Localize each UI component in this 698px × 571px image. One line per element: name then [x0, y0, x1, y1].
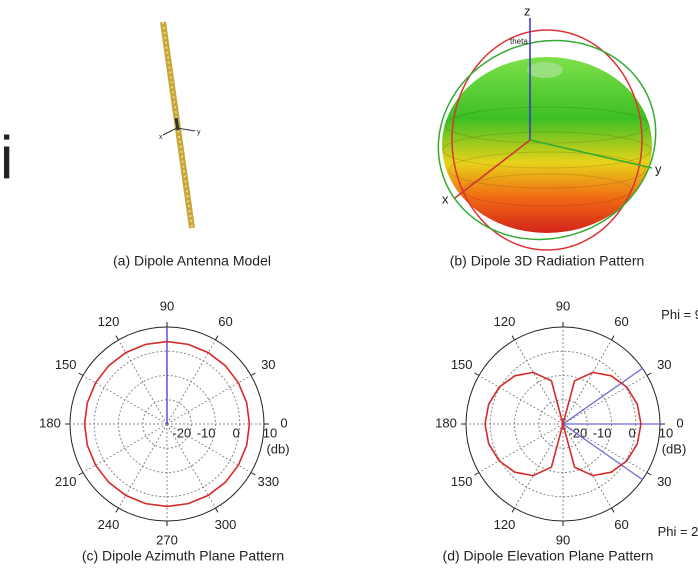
angle-tick-label: 120 [494, 314, 516, 329]
angle-tick [647, 373, 651, 376]
angle-tick [612, 336, 615, 340]
angle-tick-label: 60 [218, 314, 232, 329]
angle-tick-label: 240 [98, 517, 120, 532]
r-unit: (db) [266, 441, 289, 456]
angle-tick-label: 30 [657, 357, 671, 372]
angle-tick-label: 90 [160, 298, 174, 313]
r-tick-label: -10 [197, 425, 216, 440]
axis-label: x [442, 191, 449, 206]
angle-tick-label: 60 [614, 517, 628, 532]
angle-tick-label: 300 [215, 517, 237, 532]
angle-tick [251, 473, 255, 476]
angle-tick [612, 508, 615, 512]
angle-tick [116, 336, 119, 340]
angle-tick-label: 0 [280, 415, 287, 430]
angle-tick [475, 373, 479, 376]
r-tick-label: -10 [593, 425, 612, 440]
angle-tick-label: 60 [614, 314, 628, 329]
angle-tick [79, 373, 83, 376]
angle-tick-label: 90 [556, 298, 570, 313]
axis-label: x [159, 134, 163, 141]
angle-tick-label: 150 [451, 474, 473, 489]
annotation: Phi = 90 [661, 307, 698, 322]
angle-tick [216, 508, 219, 512]
r-tick-label: 0 [233, 425, 240, 440]
angle-tick-label: 120 [98, 314, 120, 329]
angle-tick-label: 270 [156, 532, 178, 547]
annotation: Phi = 270 [658, 524, 698, 539]
caption: (a) Dipole Antenna Model [113, 253, 271, 269]
angle-tick [475, 473, 479, 476]
angle-tick-label: 150 [55, 357, 77, 372]
angle-tick [79, 473, 83, 476]
r-unit: (dB) [662, 441, 687, 456]
axis-label: y [655, 161, 662, 176]
axis-line [163, 128, 177, 135]
angle-tick [216, 336, 219, 340]
r-tick-label: 10 [263, 425, 277, 440]
angle-tick [647, 473, 651, 476]
angle-tick-label: 180 [435, 415, 457, 430]
angle-tick-label: 30 [261, 357, 275, 372]
axis-label: z [524, 3, 531, 18]
null-dimple [527, 62, 563, 78]
angle-tick-label: 210 [55, 474, 77, 489]
angle-tick-label: 330 [257, 474, 279, 489]
angle-tick [512, 336, 515, 340]
caption: (d) Dipole Elevation Plane Pattern [443, 548, 654, 564]
r-tick-label: 0 [629, 425, 636, 440]
side-text: i [0, 124, 13, 191]
figure: i x y (a) Dipole Antenna Model z theta y… [0, 0, 698, 571]
angle-tick-label: 30 [657, 474, 671, 489]
angle-tick-label: 150 [451, 357, 473, 372]
radiation-pattern-3d [442, 57, 652, 233]
angle-tick [512, 508, 515, 512]
angle-tick-label: 180 [39, 415, 61, 430]
axis-label: y [197, 129, 201, 136]
angle-tick-label: 120 [494, 517, 516, 532]
angle-tick-label: 90 [556, 532, 570, 547]
r-tick-label: 10 [659, 425, 673, 440]
axis-label: theta [510, 37, 528, 46]
caption: (c) Dipole Azimuth Plane Pattern [82, 548, 284, 564]
caption: (b) Dipole 3D Radiation Pattern [450, 253, 645, 269]
angle-tick [251, 373, 255, 376]
angle-tick [116, 508, 119, 512]
angle-tick-label: 0 [676, 415, 683, 430]
